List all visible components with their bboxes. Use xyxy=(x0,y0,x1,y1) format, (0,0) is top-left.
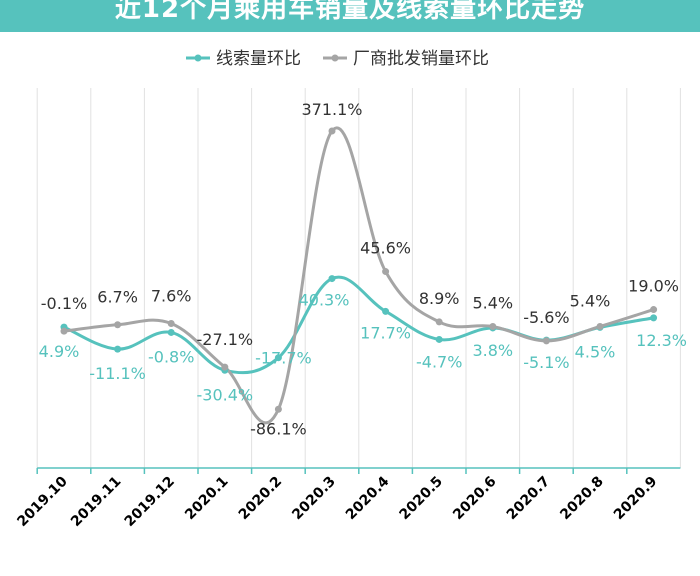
wholesale-ratio-legend-label: 厂商批发销量环比 xyxy=(353,49,489,69)
lead-ratio-point xyxy=(382,307,390,315)
lead-ratio-point xyxy=(650,314,658,322)
lead-ratio-data-label: -17.7% xyxy=(255,349,312,368)
lead-ratio-data-label: 17.7% xyxy=(360,323,411,342)
lead-ratio-data-label: -0.8% xyxy=(148,347,194,366)
lead-ratio-legend-marker xyxy=(194,54,202,62)
lead-ratio-data-label: -4.7% xyxy=(416,352,462,371)
x-tick-label: 2019.12 xyxy=(122,474,178,530)
lead-ratio-data-label: 3.8% xyxy=(472,341,513,360)
wholesale-ratio-point xyxy=(542,337,550,345)
x-tick-label: 2019.10 xyxy=(14,473,71,530)
wholesale-ratio-point xyxy=(650,306,658,314)
wholesale-ratio-data-label: 7.6% xyxy=(151,287,192,306)
wholesale-ratio-point xyxy=(435,318,443,326)
lead-ratio-point xyxy=(435,335,443,343)
lead-ratio-data-label: 4.9% xyxy=(39,342,80,361)
x-tick-label: 2020.9 xyxy=(611,474,661,524)
title-band: 近12个月乘用车销量及线索量环比走势 xyxy=(0,0,700,32)
wholesale-ratio-data-label: -86.1% xyxy=(250,419,307,438)
x-tick-label: 2020.4 xyxy=(343,473,393,523)
wholesale-ratio-point xyxy=(167,320,175,328)
wholesale-ratio-data-label: 5.4% xyxy=(472,293,513,312)
chart-title: 近12个月乘用车销量及线索量环比走势 xyxy=(114,0,586,24)
x-tick-label: 2020.2 xyxy=(236,474,286,524)
x-tick-label: 2020.6 xyxy=(450,474,500,524)
wholesale-ratio-data-label: -27.1% xyxy=(196,330,253,349)
wholesale-ratio-data-label: 6.7% xyxy=(97,288,138,307)
wholesale-ratio-point xyxy=(114,321,122,329)
x-tick-label: 2020.7 xyxy=(504,474,554,524)
lead-ratio-data-label: -11.1% xyxy=(89,364,146,383)
x-tick-label: 2020.8 xyxy=(557,474,607,524)
lead-ratio-data-label: -30.4% xyxy=(196,385,253,404)
wholesale-ratio-point xyxy=(382,268,390,276)
x-tick-label: 2019.11 xyxy=(68,474,124,530)
grid-lines xyxy=(36,88,681,468)
wholesale-ratio-data-label: -0.1% xyxy=(41,294,87,313)
data-points xyxy=(60,127,658,413)
lead-ratio-data-label: -5.1% xyxy=(523,353,569,372)
wholesale-ratio-data-label: -5.6% xyxy=(523,308,569,327)
wholesale-ratio-point xyxy=(328,127,336,135)
wholesale-ratio-point xyxy=(274,405,282,413)
lead-ratio-point xyxy=(167,328,175,336)
lead-ratio-point xyxy=(274,354,282,362)
wholesale-ratio-data-label: 5.4% xyxy=(570,291,611,310)
wholesale-ratio-point xyxy=(489,322,497,330)
legend: 线索量环比 厂商批发销量环比 xyxy=(186,49,489,69)
wholesale-ratio-legend-marker xyxy=(331,54,339,62)
wholesale-ratio-data-label: 8.9% xyxy=(419,289,460,308)
x-tick-label: 2020.1 xyxy=(182,474,232,524)
wholesale-ratio-data-label: 371.1% xyxy=(301,100,362,119)
lead-ratio-data-label: 40.3% xyxy=(299,291,350,310)
data-labels: -0.1% 6.7% 7.6% -27.1% -86.1% 371.1% 45.6% 8.9%… xyxy=(39,100,687,438)
lead-ratio-legend-label: 线索量环比 xyxy=(216,49,301,69)
x-tick-label: 2020.3 xyxy=(289,474,339,524)
x-tick-label: 2020.5 xyxy=(397,474,447,524)
lead-ratio-point xyxy=(328,275,336,283)
lead-ratio-point xyxy=(114,345,122,353)
wholesale-ratio-data-label: 19.0% xyxy=(628,277,679,296)
lead-ratio-data-label: 4.5% xyxy=(575,342,616,361)
wholesale-ratio-data-label: 45.6% xyxy=(360,239,411,258)
wholesale-ratio-point xyxy=(60,327,68,335)
lead-ratio-data-label: 12.3% xyxy=(636,331,687,350)
wholesale-ratio-point xyxy=(221,363,229,371)
wholesale-ratio-point xyxy=(596,322,604,330)
